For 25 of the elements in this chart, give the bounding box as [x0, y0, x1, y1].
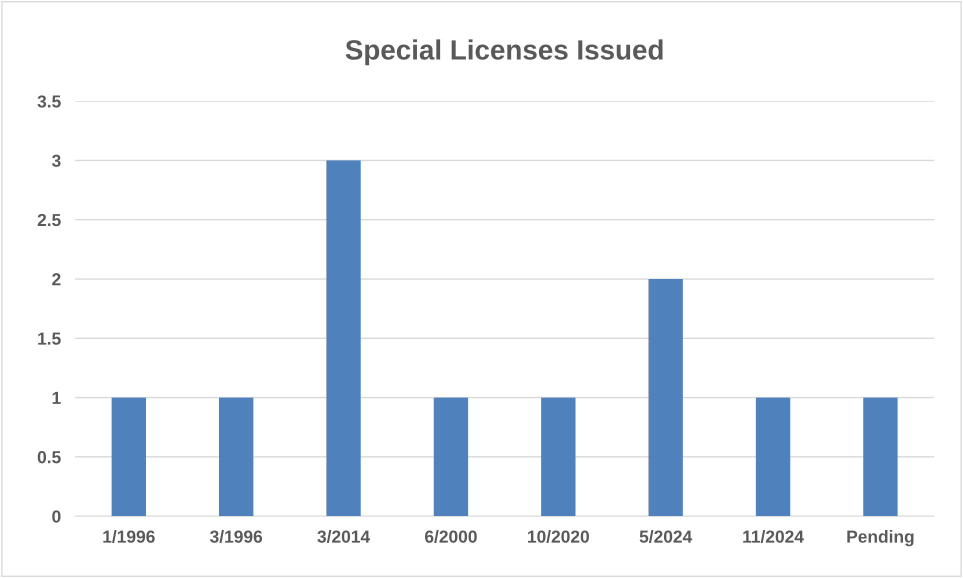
- x-tick-label: 3/2014: [317, 530, 370, 543]
- y-tick-label: 3: [52, 154, 61, 167]
- bar: [756, 398, 790, 516]
- y-tick-label: 0: [52, 510, 61, 523]
- y-tick-label: 2: [52, 273, 61, 286]
- y-tick-label: 2.5: [38, 214, 61, 226]
- y-tick-label: 1.5: [38, 332, 61, 345]
- bar: [112, 398, 146, 516]
- y-tick-label: 1: [52, 392, 61, 404]
- bar: [541, 398, 576, 516]
- y-tick-label: 3.5: [37, 95, 61, 108]
- bar: [326, 160, 361, 516]
- x-tick-label: 11/2024: [743, 530, 804, 543]
- bar: [648, 279, 683, 516]
- x-tick-label: 6/2000: [425, 530, 477, 543]
- bar: [863, 398, 898, 516]
- x-tick-label: 5/2024: [640, 530, 692, 543]
- y-tick-label: 0.5: [38, 451, 61, 464]
- chart-title: Special Licenses Issued: [346, 39, 663, 66]
- bar: [434, 398, 468, 516]
- x-tick-label: Pending: [847, 530, 914, 546]
- x-tick-label: 10/2020: [528, 530, 589, 543]
- x-tick-label: 1/1996: [103, 530, 155, 543]
- bar: [218, 398, 254, 516]
- x-tick-label: 3/1996: [210, 530, 262, 543]
